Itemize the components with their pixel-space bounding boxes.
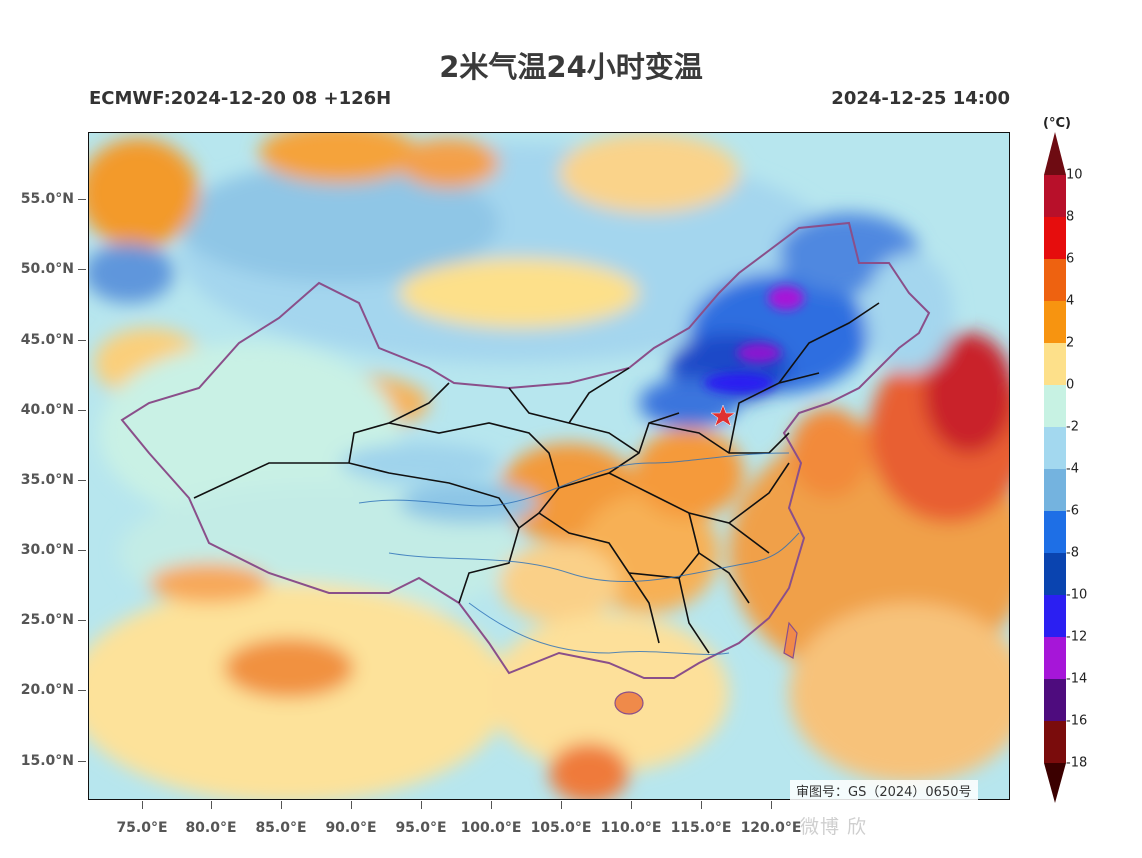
colorbar-segment	[1044, 385, 1066, 427]
colorbar-segment	[1044, 511, 1066, 553]
colorbar-segment	[1044, 427, 1066, 469]
colorbar-segment	[1044, 217, 1066, 259]
lon-label-100: 100.0°E	[460, 820, 522, 836]
capital-star-icon	[710, 404, 736, 427]
cold-core	[704, 286, 804, 393]
lat-label-15: 15.0°N	[20, 753, 74, 769]
lat-tick	[78, 550, 86, 551]
colorbar-segment	[1044, 259, 1066, 301]
colorbar	[1044, 132, 1066, 803]
lon-tick	[211, 801, 212, 809]
lon-label-110: 110.0°E	[600, 820, 662, 836]
colorbar-label: -18	[1066, 755, 1088, 771]
lon-tick	[142, 801, 143, 809]
lat-tick	[78, 340, 86, 341]
lon-label-120: 120.0°E	[740, 820, 802, 836]
colorbar-bottom-extend	[1044, 763, 1066, 803]
colorbar-segment	[1044, 553, 1066, 595]
lon-label-115: 115.0°E	[670, 820, 732, 836]
colorbar-label: -10	[1066, 587, 1088, 603]
colorbar-label: 10	[1066, 167, 1083, 183]
province-boundaries	[193, 302, 880, 654]
lon-label-105: 105.0°E	[530, 820, 592, 836]
hainan-island	[614, 691, 644, 715]
lat-label-55: 55.0°N	[20, 191, 74, 207]
lat-label-35: 35.0°N	[20, 472, 74, 488]
lon-label-90: 90.0°E	[325, 820, 377, 836]
lon-tick	[491, 801, 492, 809]
colorbar-label: -6	[1066, 503, 1079, 519]
colorbar-label: -12	[1066, 629, 1088, 645]
lon-label-80: 80.0°E	[185, 820, 237, 836]
china-boundary	[120, 221, 931, 679]
lat-label-20: 20.0°N	[20, 682, 74, 698]
lat-label-45: 45.0°N	[20, 332, 74, 348]
lat-tick	[78, 761, 86, 762]
colorbar-segment	[1044, 679, 1066, 721]
colorbar-segment	[1044, 469, 1066, 511]
colorbar-segment	[1044, 301, 1066, 343]
lon-tick	[351, 801, 352, 809]
temperature-field	[89, 133, 1009, 799]
lat-tick	[78, 269, 86, 270]
colorbar-segment	[1044, 595, 1066, 637]
temperature-change-map[interactable]	[88, 132, 1010, 800]
colorbar-segment	[1044, 721, 1066, 763]
lat-tick	[78, 480, 86, 481]
colorbar-label: 0	[1066, 377, 1075, 393]
rivers	[358, 452, 800, 655]
lat-tick	[78, 690, 86, 691]
colorbar-segment	[1044, 343, 1066, 385]
colorbar-top-extend	[1044, 132, 1066, 175]
lat-tick	[78, 620, 86, 621]
colorbar-label: -8	[1066, 545, 1079, 561]
colorbar-label: 2	[1066, 335, 1075, 351]
lon-tick	[561, 801, 562, 809]
lon-tick	[281, 801, 282, 809]
lat-tick	[78, 199, 86, 200]
colorbar-label: 6	[1066, 251, 1075, 267]
lat-label-25: 25.0°N	[20, 612, 74, 628]
map-approval-number: 审图号：GS（2024）0650号	[790, 780, 978, 801]
colorbar-segment	[1044, 175, 1066, 217]
watermark: 微博 欣	[800, 816, 868, 838]
colorbar-label: 4	[1066, 293, 1075, 309]
lat-label-50: 50.0°N	[20, 261, 74, 277]
lat-label-40: 40.0°N	[20, 402, 74, 418]
colorbar-label: 8	[1066, 209, 1075, 225]
lat-tick	[78, 410, 86, 411]
valid-time-label: 2024-12-25 14:00	[831, 88, 1010, 109]
lon-tick	[771, 801, 772, 809]
colorbar-segment	[1044, 637, 1066, 679]
lon-label-75: 75.0°E	[116, 820, 168, 836]
lon-tick	[701, 801, 702, 809]
map-canvas	[89, 133, 1009, 799]
colorbar-unit: (°C)	[1043, 116, 1071, 131]
colorbar-label: -2	[1066, 419, 1079, 435]
colorbar-label: -14	[1066, 671, 1088, 687]
lon-tick	[631, 801, 632, 809]
lat-label-30: 30.0°N	[20, 542, 74, 558]
colorbar-label: -4	[1066, 461, 1079, 477]
map-title: 2米气温24小时变温	[439, 50, 703, 84]
colorbar-label: -16	[1066, 713, 1088, 729]
lon-label-95: 95.0°E	[395, 820, 447, 836]
lon-tick	[421, 801, 422, 809]
taiwan-island	[783, 621, 798, 659]
lon-label-85: 85.0°E	[255, 820, 307, 836]
model-run-label: ECMWF:2024-12-20 08 +126H	[89, 88, 392, 109]
